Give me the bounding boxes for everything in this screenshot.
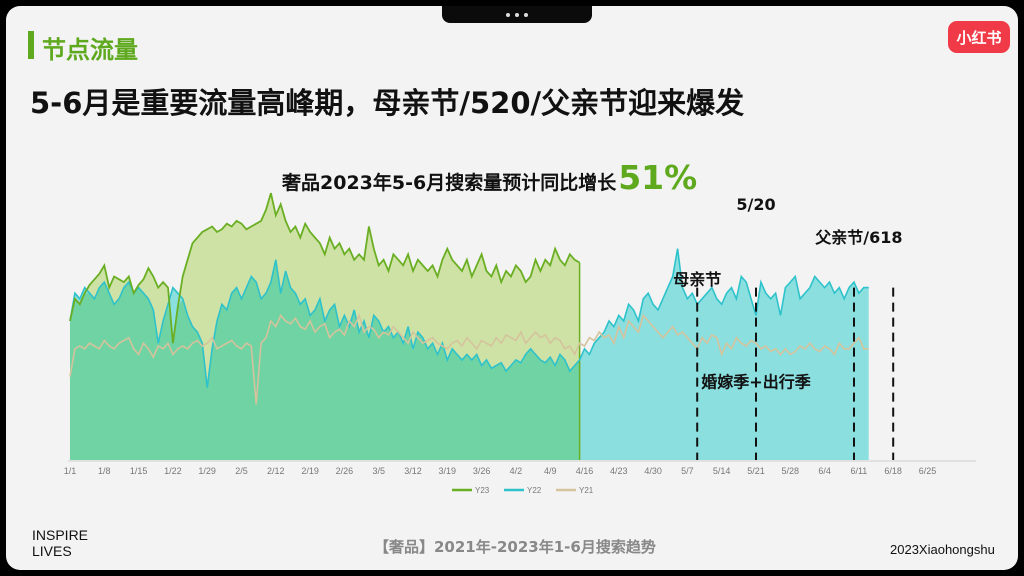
inspire-line-1: INSPIRE [32, 527, 89, 543]
x-tick-label: 3/19 [439, 466, 457, 476]
inspire-line-2: LIVES [32, 543, 72, 559]
section-title: 节点流量 [42, 36, 138, 64]
legend-label: Y22 [527, 486, 542, 495]
x-tick-label: 1/8 [98, 466, 111, 476]
section-accent-bar [28, 31, 34, 59]
x-tick-label: 1/1 [64, 466, 77, 476]
copyright-text: 2023Xiaohongshu [890, 542, 995, 557]
x-tick-label: 6/11 [850, 466, 867, 476]
x-tick-label: 3/12 [404, 466, 422, 476]
x-tick-label: 6/25 [919, 466, 937, 476]
x-tick-label: 1/15 [130, 466, 148, 476]
dot-icon [515, 12, 519, 17]
dot-icon [524, 12, 528, 17]
x-tick-label: 5/7 [681, 466, 694, 476]
slide: 节点流量 小红书 5-6月是重要流量高峰期，母亲节/520/父亲节迎来爆发 奢品… [6, 6, 1018, 570]
series-y21-line [69, 313, 869, 405]
x-tick-label: 2/26 [336, 466, 354, 476]
x-tick-label: 6/18 [884, 466, 902, 476]
search-trend-chart: 1/1 1/8 1/15 1/22 1/29 2/5 2/12 2/19 2/26 3/5 3/12… [64, 192, 976, 495]
series-y23-line [69, 192, 581, 344]
x-tick-label: 3/5 [372, 466, 385, 476]
x-tick-label: 5/14 [713, 466, 731, 476]
event-annotation: 5/20 [736, 195, 775, 214]
window-notch[interactable] [442, 6, 592, 23]
x-tick-label: 5/21 [747, 466, 765, 476]
x-tick-label: 2/12 [267, 466, 285, 476]
x-tick-label: 4/2 [510, 466, 523, 476]
x-tick-label: 3/26 [473, 466, 491, 476]
dot-icon [506, 12, 510, 17]
chart-source-caption: 【奢品】2021年-2023年1-6月搜索趋势 [374, 538, 656, 556]
x-tick-label: 5/28 [782, 466, 800, 476]
x-tick-label: 4/16 [576, 466, 594, 476]
legend-label: Y21 [579, 486, 594, 495]
xiaohongshu-logo: 小红书 [948, 21, 1010, 53]
event-annotation: 婚嫁季+出行季 [701, 373, 811, 392]
x-tick-label: 1/22 [164, 466, 182, 476]
series-overlap-area [70, 259, 580, 460]
page-headline: 5-6月是重要流量高峰期，母亲节/520/父亲节迎来爆发 [30, 86, 745, 120]
x-tick-label: 1/29 [198, 466, 216, 476]
x-tick-label: 4/30 [644, 466, 662, 476]
event-annotation: 父亲节/618 [814, 228, 902, 247]
series-y22-line [69, 248, 869, 388]
legend-label: Y23 [475, 486, 490, 495]
chart-subtitle-value: 51% [618, 158, 698, 197]
event-annotation: 母亲节 [673, 270, 721, 289]
chart-subtitle-text: 奢品2023年5-6月搜索量预计同比增长 [282, 172, 617, 194]
x-tick-label: 4/23 [610, 466, 628, 476]
x-tick-label: 2/19 [301, 466, 319, 476]
inspire-lives-text: INSPIRE LIVES [32, 527, 88, 559]
x-tick-label: 2/5 [235, 466, 248, 476]
chart-subtitle: 奢品2023年5-6月搜索量预计同比增长51% [282, 158, 697, 197]
x-tick-label: 6/4 [818, 466, 831, 476]
x-tick-label: 4/9 [544, 466, 557, 476]
